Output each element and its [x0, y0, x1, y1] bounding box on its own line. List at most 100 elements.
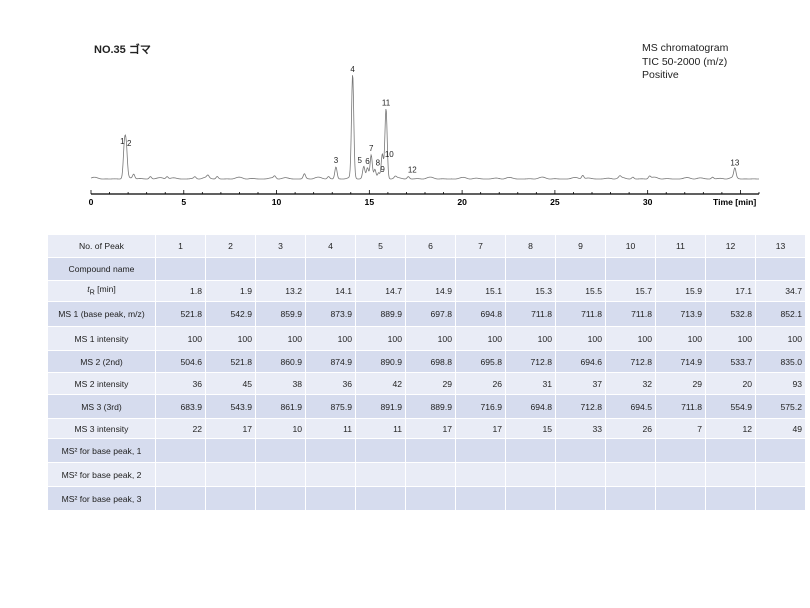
- table-cell: [405, 462, 456, 487]
- table-cell: 15.7: [605, 280, 656, 302]
- peak-number: 10: [605, 234, 656, 258]
- x-tick-label: 25: [550, 197, 560, 207]
- row-label: MS 3 (3rd): [47, 394, 156, 419]
- table-cell: 11: [305, 418, 356, 439]
- table-cell: 713.9: [655, 301, 706, 327]
- table-cell: [155, 438, 206, 463]
- table-cell: [355, 438, 406, 463]
- peak-number: 12: [705, 234, 756, 258]
- table-cell: 42: [355, 372, 406, 395]
- table-cell: 694.8: [455, 301, 506, 327]
- peak-label-13: 13: [730, 158, 739, 167]
- table-cell: 1.9: [205, 280, 256, 302]
- table-cell: 873.9: [305, 301, 356, 327]
- table-cell: 12: [705, 418, 756, 439]
- table-cell: [755, 486, 806, 511]
- peak-label-4: 4: [350, 65, 355, 74]
- table-cell: [605, 257, 656, 281]
- table-cell: 100: [755, 326, 806, 351]
- table-cell: 874.9: [305, 350, 356, 373]
- x-tick-label: 10: [272, 197, 282, 207]
- peak-label-5: 5: [358, 156, 363, 165]
- table-cell: [655, 486, 706, 511]
- table-cell: 93: [755, 372, 806, 395]
- table-cell: 698.8: [405, 350, 456, 373]
- table-cell: 31: [505, 372, 556, 395]
- row-label: MS 2 intensity: [47, 372, 156, 395]
- table-cell: 100: [255, 326, 306, 351]
- row-label: MS² for base peak, 3: [47, 486, 156, 511]
- peak-number: 11: [655, 234, 706, 258]
- table-cell: 17.1: [705, 280, 756, 302]
- table-cell: [205, 462, 256, 487]
- table-cell: 554.9: [705, 394, 756, 419]
- table-cell: 694.5: [605, 394, 656, 419]
- table-cell: [555, 438, 606, 463]
- table-cell: [205, 486, 256, 511]
- table-cell: 14.7: [355, 280, 406, 302]
- table-cell: 714.9: [655, 350, 706, 373]
- peak-number: 8: [505, 234, 556, 258]
- table-cell: 38: [255, 372, 306, 395]
- table-cell: [505, 257, 556, 281]
- table-row: MS² for base peak, 2: [47, 462, 806, 487]
- table-cell: 835.0: [755, 350, 806, 373]
- row-label: MS² for base peak, 1: [47, 438, 156, 463]
- table-cell: [505, 486, 556, 511]
- table-cell: [305, 462, 356, 487]
- table-cell: 711.8: [655, 394, 706, 419]
- table-cell: [455, 257, 506, 281]
- table-cell: 36: [155, 372, 206, 395]
- x-tick-label: 30: [643, 197, 653, 207]
- table-cell: 712.8: [505, 350, 556, 373]
- table-cell: [555, 257, 606, 281]
- peak-label-7: 7: [369, 144, 374, 153]
- table-cell: 711.8: [555, 301, 606, 327]
- table-cell: [355, 257, 406, 281]
- table-row: MS 3 (3rd) 683.9 543.9 861.9 875.9 891.9 889.9…: [47, 394, 806, 419]
- table-cell: [755, 438, 806, 463]
- table-cell: 15.9: [655, 280, 706, 302]
- table-cell: [205, 257, 256, 281]
- table-cell: 11: [355, 418, 406, 439]
- table-cell: [655, 438, 706, 463]
- table-row: MS 3 intensity 22 17 10 11 11 17 17 15 33 26 7 12 49: [47, 418, 806, 439]
- table-cell: [255, 486, 306, 511]
- table-cell: 29: [655, 372, 706, 395]
- table-cell: 13.2: [255, 280, 306, 302]
- info-scan-range: TIC 50-2000 (m/z): [642, 55, 728, 68]
- table-row: MS² for base peak, 1: [47, 438, 806, 463]
- table-cell: 17: [405, 418, 456, 439]
- table-cell: 521.8: [155, 301, 206, 327]
- table-cell: [305, 257, 356, 281]
- peak-label-2: 2: [127, 139, 132, 148]
- table-cell: 711.8: [505, 301, 556, 327]
- peak-number: 7: [455, 234, 506, 258]
- info-block: MS chromatogram TIC 50-2000 (m/z) Positi…: [642, 42, 728, 83]
- peak-label-3: 3: [334, 156, 339, 165]
- table-cell: 695.8: [455, 350, 506, 373]
- peak-number: 2: [205, 234, 256, 258]
- table-cell: 14.9: [405, 280, 456, 302]
- table-cell: [455, 438, 506, 463]
- table-cell: 697.8: [405, 301, 456, 327]
- table-cell: [355, 486, 406, 511]
- table-cell: [255, 257, 306, 281]
- x-ticks: 0 5 10 15 20 25 30: [89, 190, 760, 207]
- table-cell: 49: [755, 418, 806, 439]
- table-cell: [455, 462, 506, 487]
- row-label: MS² for base peak, 2: [47, 462, 156, 487]
- table-cell: 100: [555, 326, 606, 351]
- table-cell: 100: [605, 326, 656, 351]
- table-cell: 716.9: [455, 394, 506, 419]
- table-cell: 683.9: [155, 394, 206, 419]
- table-cell: [455, 486, 506, 511]
- peak-label-12: 12: [408, 166, 417, 175]
- table-cell: 712.8: [605, 350, 656, 373]
- table-cell: [705, 257, 756, 281]
- table-cell: 889.9: [355, 301, 406, 327]
- table-cell: [705, 486, 756, 511]
- table-cell: [755, 462, 806, 487]
- table-cell: 521.8: [205, 350, 256, 373]
